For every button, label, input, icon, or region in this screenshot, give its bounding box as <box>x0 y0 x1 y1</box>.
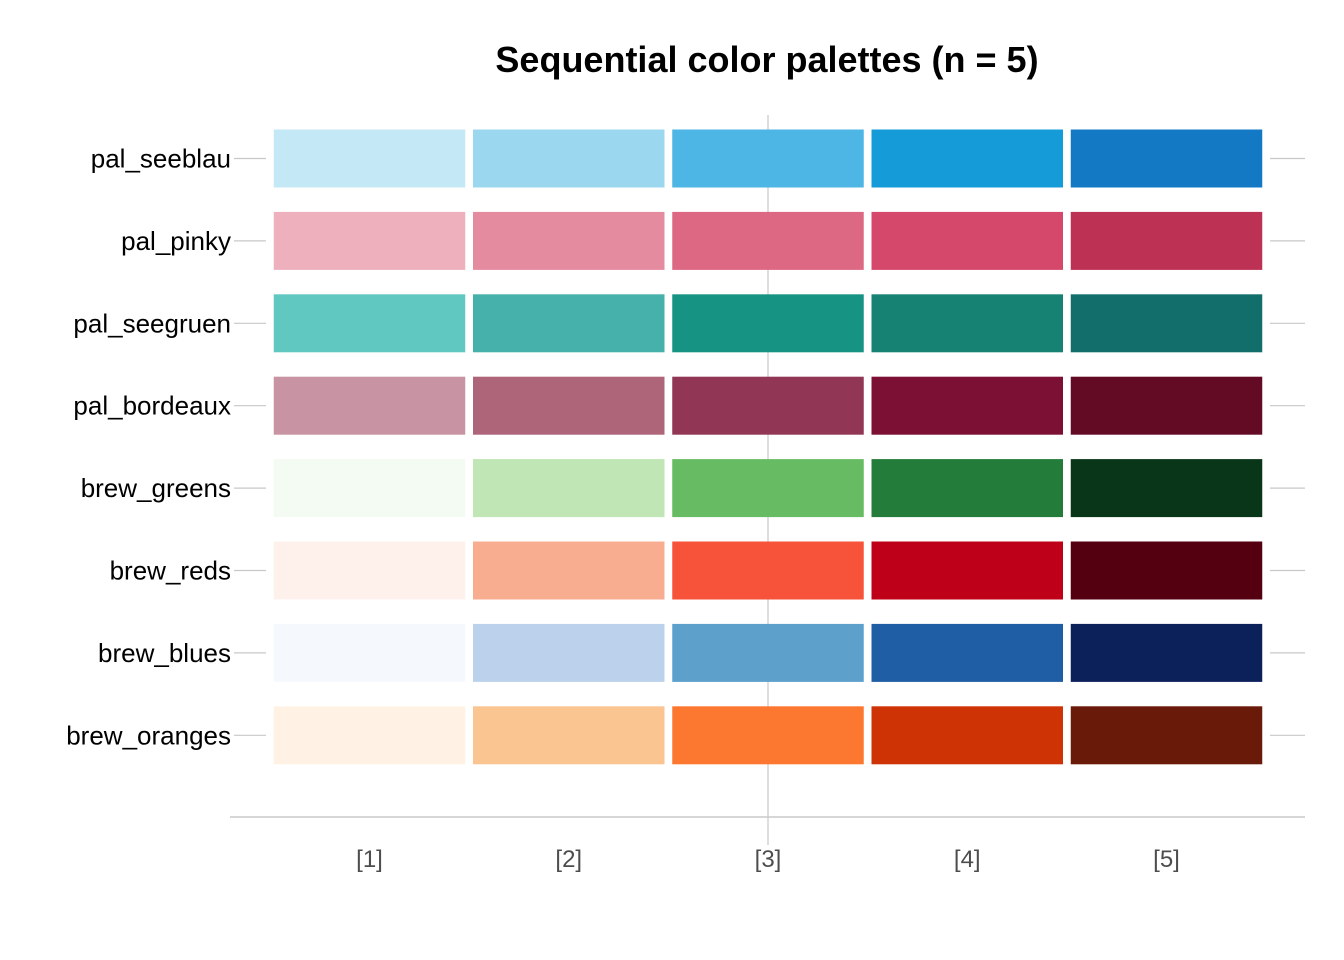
tile-pal-pinky-5 <box>1070 211 1263 270</box>
tile-pal-seegruen-1 <box>273 294 466 353</box>
row-label-pal-seegruen: pal_seegruen <box>73 308 231 338</box>
tile-pal-seeblau-2 <box>473 129 665 188</box>
tile-pal-pinky-2 <box>473 211 665 270</box>
tile-pal-seegruen-2 <box>473 294 665 353</box>
tile-brew-greens-2 <box>473 459 665 518</box>
tile-pal-pinky-3 <box>672 211 864 270</box>
tile-brew-reds-4 <box>871 541 1063 600</box>
palette-tiles <box>273 129 1263 765</box>
column-label-1: [1] <box>356 846 383 873</box>
tile-brew-reds-2 <box>473 541 665 600</box>
row-label-pal-seeblau: pal_seeblau <box>91 144 231 174</box>
tile-pal-bordeaux-2 <box>473 376 665 435</box>
row-label-brew-greens: brew_greens <box>81 473 231 503</box>
tile-pal-pinky-1 <box>273 211 466 270</box>
column-label-2: [2] <box>555 846 582 873</box>
tile-brew-oranges-5 <box>1070 706 1263 765</box>
tile-brew-greens-1 <box>273 459 466 518</box>
row-label-brew-reds: brew_reds <box>110 556 231 586</box>
row-label-pal-bordeaux: pal_bordeaux <box>73 391 231 421</box>
tile-brew-oranges-4 <box>871 706 1063 765</box>
tile-pal-bordeaux-4 <box>871 376 1063 435</box>
row-labels: pal_seeblau pal_pinky pal_seegruen pal_bord… <box>66 144 231 751</box>
row-label-pal-pinky: pal_pinky <box>121 226 231 256</box>
tile-brew-reds-5 <box>1070 541 1263 600</box>
tile-pal-seeblau-1 <box>273 129 466 188</box>
tile-brew-oranges-2 <box>473 706 665 765</box>
tile-brew-blues-4 <box>871 623 1063 682</box>
tile-brew-oranges-3 <box>672 706 864 765</box>
tile-pal-bordeaux-1 <box>273 376 466 435</box>
column-label-4: [4] <box>954 846 981 873</box>
tile-brew-blues-1 <box>273 623 466 682</box>
row-label-brew-oranges: brew_oranges <box>66 720 231 750</box>
tile-brew-greens-4 <box>871 459 1063 518</box>
tile-brew-oranges-1 <box>273 706 466 765</box>
row-label-brew-blues: brew_blues <box>98 638 231 668</box>
tile-pal-pinky-4 <box>871 211 1063 270</box>
tile-pal-seegruen-3 <box>672 294 864 353</box>
tile-pal-seegruen-4 <box>871 294 1063 353</box>
tile-pal-bordeaux-5 <box>1070 376 1263 435</box>
chart-title: Sequential color palettes (n = 5) <box>495 39 1038 80</box>
column-label-5: [5] <box>1153 846 1180 873</box>
tile-pal-bordeaux-3 <box>672 376 864 435</box>
tile-brew-blues-5 <box>1070 623 1263 682</box>
tile-brew-greens-3 <box>672 459 864 518</box>
tile-pal-seeblau-5 <box>1070 129 1263 188</box>
column-labels: [1] [2] [3] [4] [5] <box>356 846 1180 873</box>
column-label-3: [3] <box>755 846 782 873</box>
tile-brew-reds-1 <box>273 541 466 600</box>
tile-brew-greens-5 <box>1070 459 1263 518</box>
tile-pal-seegruen-5 <box>1070 294 1263 353</box>
tile-brew-blues-2 <box>473 623 665 682</box>
tile-brew-reds-3 <box>672 541 864 600</box>
tile-pal-seeblau-4 <box>871 129 1063 188</box>
tile-pal-seeblau-3 <box>672 129 864 188</box>
tile-brew-blues-3 <box>672 623 864 682</box>
